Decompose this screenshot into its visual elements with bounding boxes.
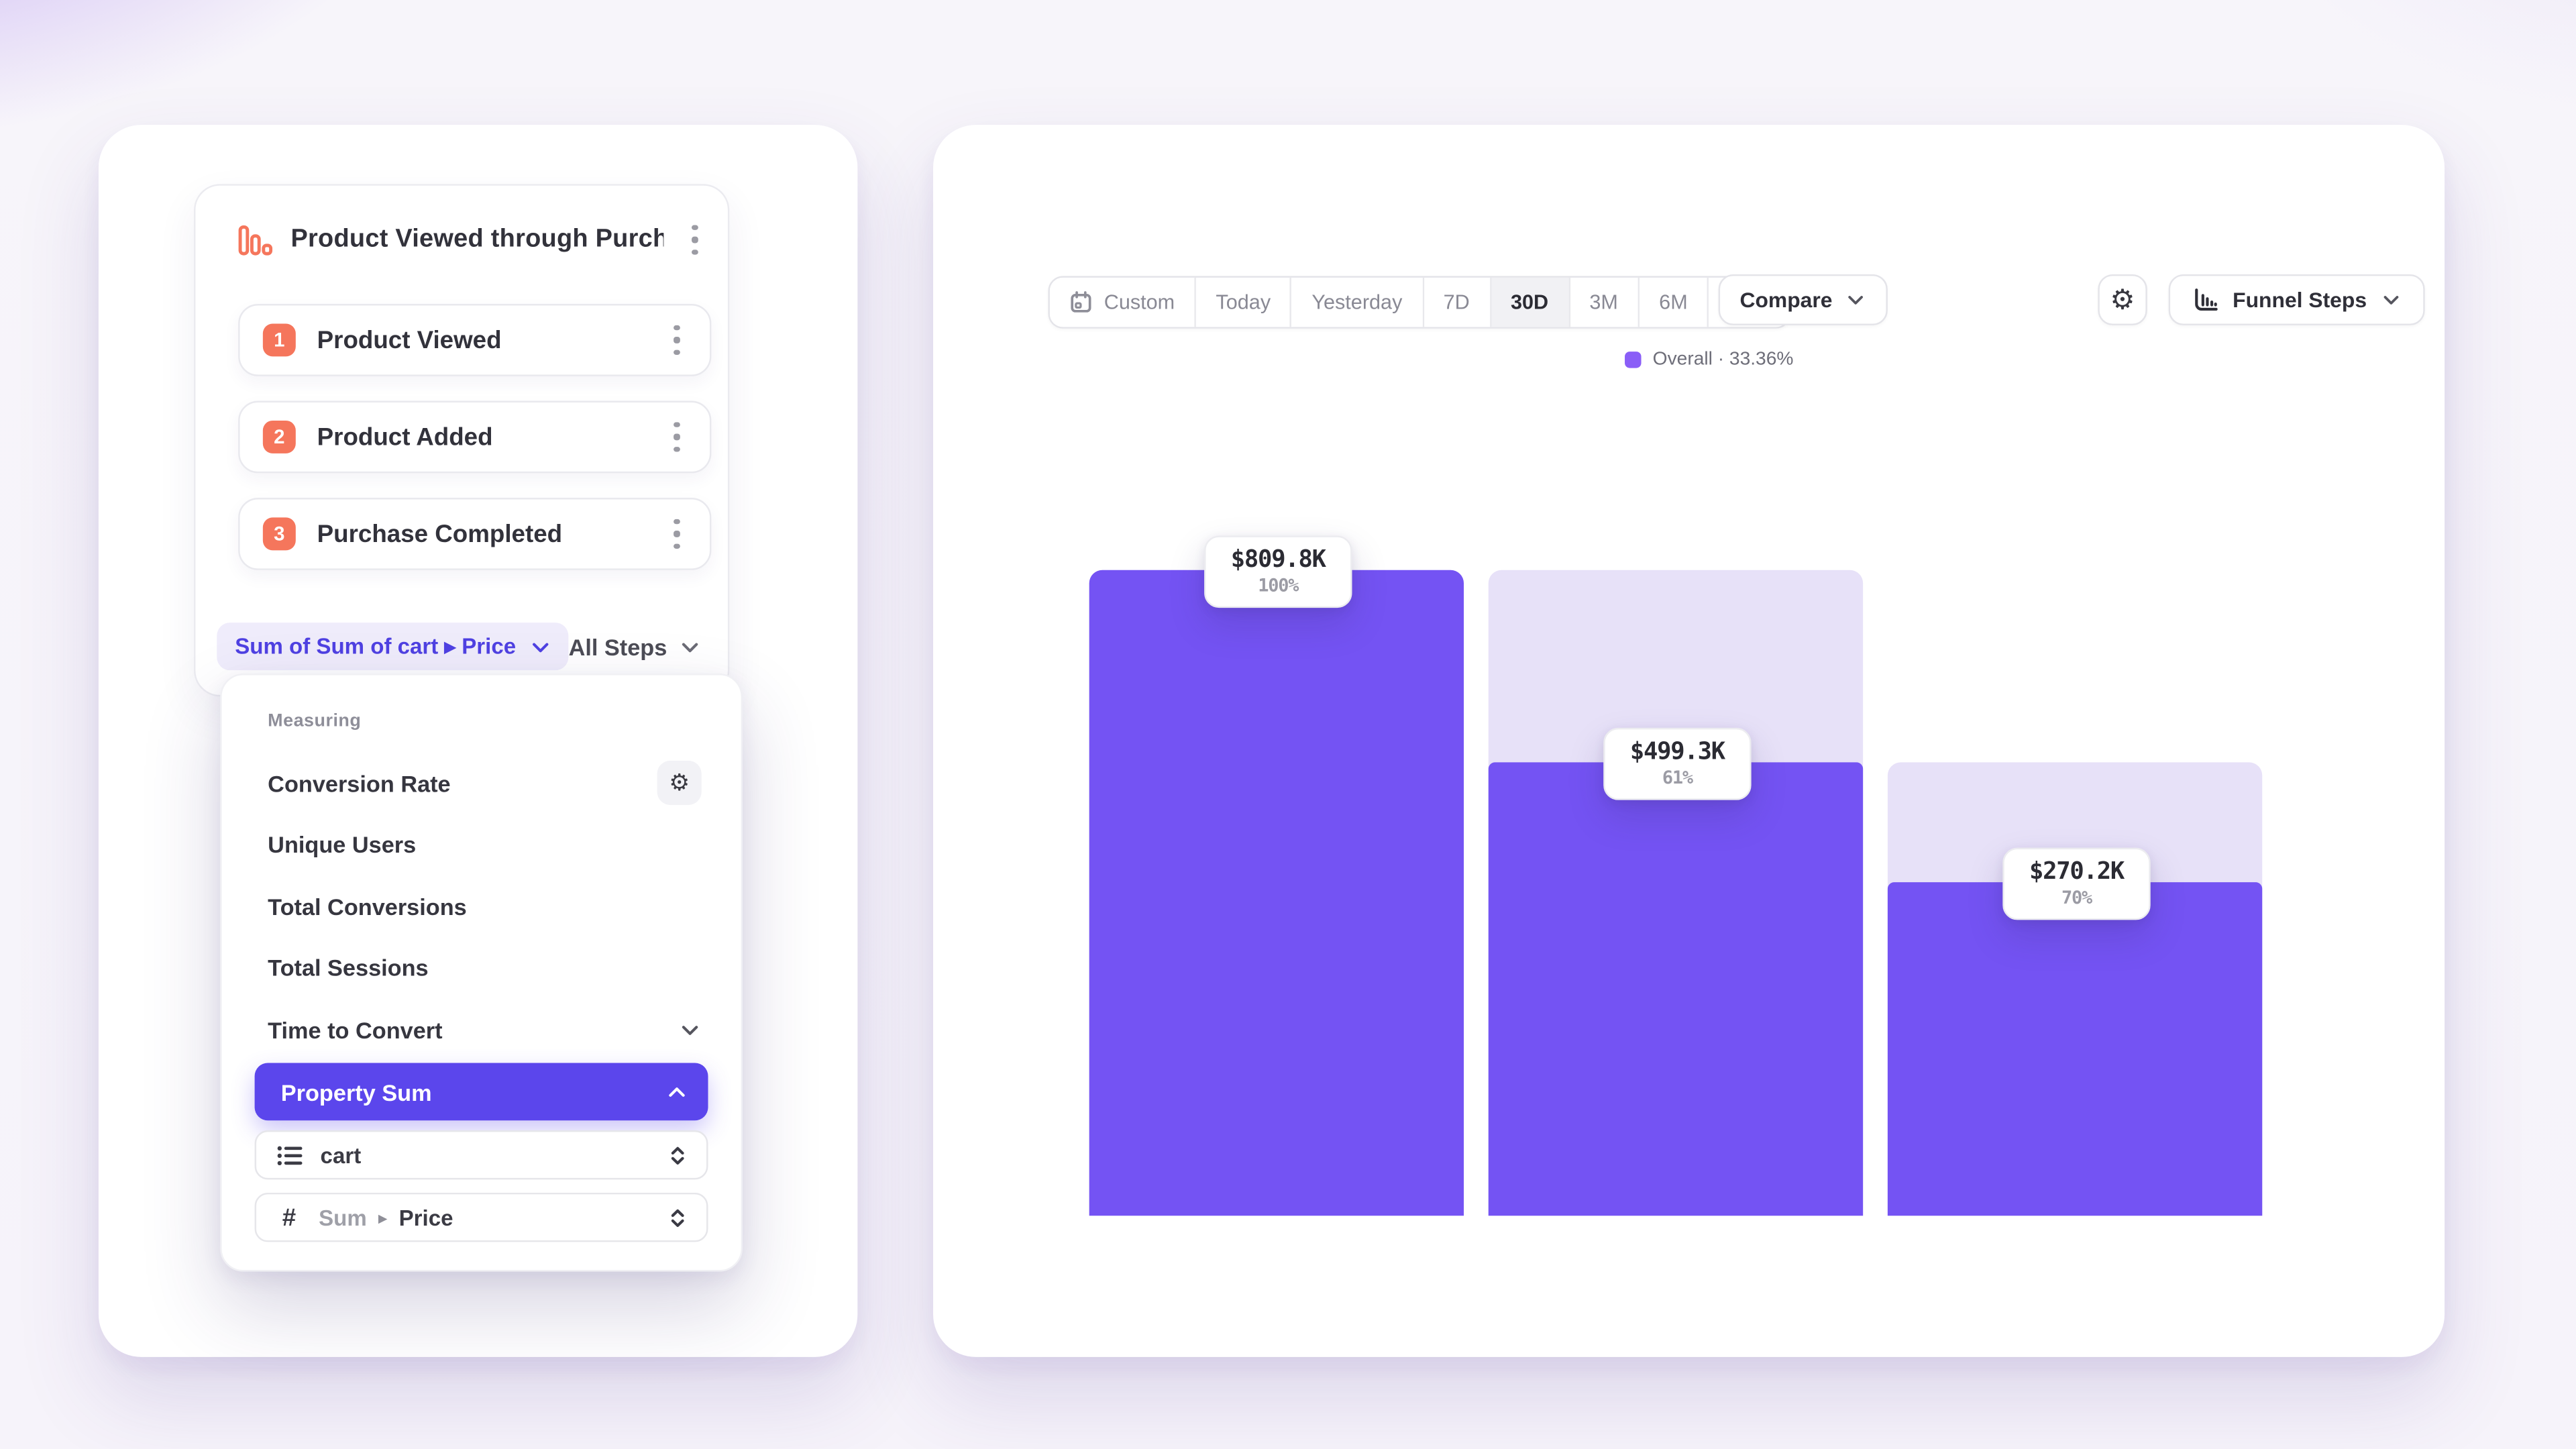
breadcrumb-arrow-icon: ▸ — [378, 1208, 388, 1228]
chevron-down-icon — [682, 1024, 698, 1034]
date-range-label: 6M — [1659, 290, 1688, 314]
steps-scope-label: All Steps — [568, 633, 667, 660]
aggregation-select[interactable]: # Sum ▸ Price — [254, 1192, 708, 1242]
compare-button[interactable]: Compare — [1718, 274, 1888, 325]
property-select[interactable]: cart — [254, 1130, 708, 1180]
tooltip-value: $270.2K — [2029, 859, 2125, 886]
funnel-builder-panel: Product Viewed through Purch... 1 Produc… — [98, 125, 858, 1357]
step-overflow-menu-icon[interactable] — [663, 419, 690, 456]
date-range-label: Yesterday — [1311, 290, 1403, 314]
tooltip-percent: 70% — [2061, 887, 2092, 909]
calendar-icon — [1071, 291, 1091, 313]
tooltip-value: $499.3K — [1629, 739, 1725, 766]
date-range-7d[interactable]: 7D — [1424, 277, 1491, 327]
date-range-segmented-control: Custom Today Yesterday 7D 30D 3M 6M 12M — [1048, 276, 1790, 329]
funnel-steps-chart-icon — [2192, 286, 2220, 313]
date-range-30d[interactable]: 30D — [1491, 277, 1570, 327]
funnel-steps-card: Product Viewed through Purch... 1 Produc… — [193, 184, 730, 697]
funnel-step[interactable]: 2 Product Added — [238, 400, 712, 474]
legend-swatch — [1625, 352, 1642, 368]
view-selector-button[interactable]: Funnel Steps — [2168, 274, 2424, 325]
menu-item-label: Conversion Rate — [268, 769, 451, 796]
converted-value-bar — [1089, 570, 1464, 1216]
date-range-label: 3M — [1589, 290, 1618, 314]
bar-value-tooltip: $809.8K 100% — [1204, 535, 1352, 608]
step-label: Product Added — [317, 423, 493, 451]
report-title: Product Viewed through Purch... — [290, 225, 664, 254]
menu-item-label: Time to Convert — [268, 1016, 443, 1042]
gear-icon: ⚙ — [2110, 283, 2135, 315]
step-number-badge: 1 — [262, 323, 296, 357]
number-property-icon: # — [282, 1203, 297, 1232]
chart-legend: Overall · 33.36% — [1625, 350, 1793, 370]
step-overflow-menu-icon[interactable] — [663, 321, 690, 359]
funnel-title-row: Product Viewed through Purch... — [238, 219, 708, 262]
funnel-step[interactable]: 1 Product Viewed — [238, 304, 712, 376]
chart-settings-button[interactable]: ⚙ — [2098, 274, 2147, 325]
date-range-label: Custom — [1104, 290, 1175, 314]
sort-updown-icon — [665, 1205, 690, 1230]
chevron-down-icon — [682, 642, 698, 652]
menu-item-label: Unique Users — [268, 831, 417, 858]
view-selector-label: Funnel Steps — [2233, 287, 2367, 313]
tooltip-percent: 100% — [1258, 575, 1299, 596]
report-overflow-menu-icon[interactable] — [682, 221, 708, 259]
date-range-label: Today — [1216, 290, 1271, 314]
date-range-3m[interactable]: 3M — [1570, 277, 1640, 327]
aggregation-value: Price — [398, 1205, 453, 1230]
chart-panel: Custom Today Yesterday 7D 30D 3M 6M 12M … — [933, 125, 2445, 1357]
list-icon — [276, 1142, 304, 1167]
funnel-bar-chart: $809.8K 100% $499.3K 61% $270.2K 70% — [1089, 535, 2263, 1216]
chevron-down-icon — [1849, 296, 1864, 305]
chevron-up-icon — [669, 1086, 685, 1096]
property-select-value: cart — [320, 1142, 362, 1168]
menu-item-label: Property Sum — [280, 1078, 432, 1105]
step-number-badge: 3 — [262, 517, 296, 551]
step-number-badge: 2 — [262, 420, 296, 453]
step-label: Product Viewed — [317, 326, 502, 354]
funnel-bar-column[interactable] — [1089, 570, 1464, 1216]
step-overflow-menu-icon[interactable] — [663, 515, 690, 553]
aggregation-prefix: Sum — [319, 1205, 367, 1230]
menu-section-label: Measuring — [268, 711, 362, 731]
funnel-chart-icon — [238, 224, 273, 256]
funnel-bar-column[interactable] — [1887, 570, 2263, 1216]
tooltip-value: $809.8K — [1230, 547, 1326, 574]
menu-item[interactable]: Total Sessions — [241, 937, 721, 998]
menu-item-selected[interactable]: Property Sum — [254, 1063, 708, 1121]
menu-item[interactable]: Total Conversions — [241, 875, 721, 936]
measurement-dropdown-label: Sum of Sum of cart ▸ Price — [235, 633, 517, 658]
measurement-row: Sum of Sum of cart ▸ Price All Steps — [217, 623, 705, 671]
menu-item[interactable]: Unique Users — [241, 814, 721, 875]
compare-label: Compare — [1739, 287, 1833, 313]
date-range-yesterday[interactable]: Yesterday — [1291, 277, 1424, 327]
steps-scope-dropdown[interactable]: All Steps — [569, 633, 705, 659]
legend-text: Overall · 33.36% — [1652, 350, 1794, 370]
date-range-6m[interactable]: 6M — [1639, 277, 1709, 327]
converted-value-bar — [1887, 882, 2263, 1216]
chevron-down-icon — [533, 642, 549, 652]
chevron-down-icon — [2383, 296, 2398, 305]
step-label: Purchase Completed — [317, 520, 563, 548]
menu-item[interactable]: Time to Convert — [241, 999, 721, 1060]
date-range-label: 30D — [1510, 290, 1549, 314]
funnel-step[interactable]: 3 Purchase Completed — [238, 498, 712, 570]
measurement-dropdown[interactable]: Sum of Sum of cart ▸ Price — [217, 623, 569, 671]
measuring-dropdown-menu: Measuring Conversion Rate ⚙ Unique Users… — [220, 674, 743, 1272]
tooltip-percent: 61% — [1662, 767, 1693, 789]
menu-item[interactable]: Conversion Rate ⚙ — [241, 753, 721, 814]
sort-updown-icon — [665, 1142, 690, 1167]
gear-icon[interactable]: ⚙ — [657, 760, 702, 806]
bar-value-tooltip: $499.3K 61% — [1603, 728, 1752, 800]
menu-item-label: Total Conversions — [268, 893, 467, 920]
date-range-today[interactable]: Today — [1196, 277, 1292, 327]
date-range-label: 7D — [1443, 290, 1470, 314]
menu-item-label: Total Sessions — [268, 954, 429, 981]
bar-value-tooltip: $270.2K 70% — [2002, 848, 2151, 920]
funnel-bar-column[interactable] — [1488, 570, 1864, 1216]
converted-value-bar — [1488, 762, 1864, 1216]
date-range-custom[interactable]: Custom — [1049, 277, 1197, 327]
